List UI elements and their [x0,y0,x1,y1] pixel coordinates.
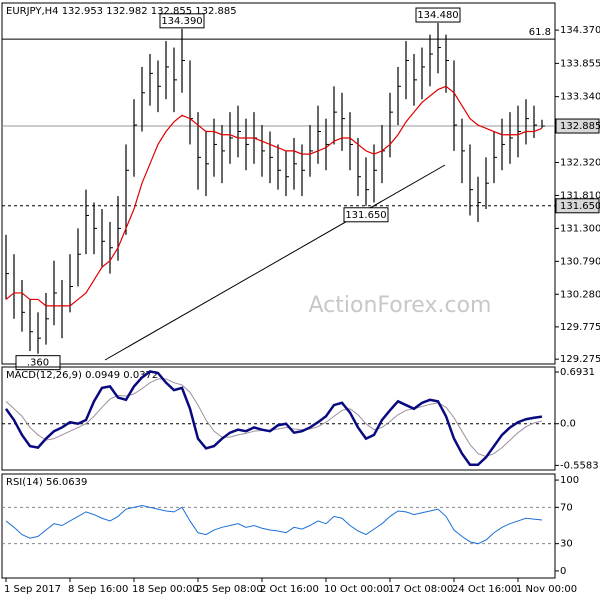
y-tick-label: 130.280 [560,289,600,300]
support-label: 131.650 [560,201,600,212]
indicator-line [5,505,543,545]
y-tick-label: 129.275 [560,354,600,365]
current-price-box [555,118,600,134]
panel-frame [1,2,556,365]
x-tick-label: 2 Oct 16:00 [260,584,319,595]
annotation-box [343,207,389,223]
y-tick-label: 70 [560,502,573,513]
y-tick-label: 131.810 [560,190,600,201]
y-tick-label: 131.300 [560,223,600,234]
y-tick-label: 30 [560,539,573,550]
annotation-label: 134.480 [417,10,458,21]
y-tick-label: 0.6931 [560,367,595,378]
support-box [555,198,600,214]
annotation-label: .360 [27,358,49,369]
y-tick-label: 0 [560,566,566,577]
y-tick-label: 0.0 [560,419,576,430]
y-tick-label: 133.855 [560,58,600,69]
y-tick-label: 100 [560,475,579,486]
annotation-box [415,7,461,23]
watermark: ActionForex.com [309,293,492,318]
indicator-line [4,370,543,467]
trend-line [104,164,446,361]
y-tick-label: 132.320 [560,158,600,169]
annotation-box [15,355,61,371]
x-tick-label: 10 Oct 00:00 [324,584,389,595]
panel-frame [1,366,556,471]
plot [2,23,555,354]
x-tick-label: 25 Sep 08:00 [196,584,263,595]
y-tick-label: -0.5583 [560,460,599,471]
annotation-box [159,13,205,29]
moving-average [5,85,543,307]
y-tick-label: 130.790 [560,256,600,267]
x-tick-label: 24 Oct 16:00 [452,584,517,595]
annotation-label: 131.650 [345,210,386,221]
panel-title: MACD(12,26,9) 0.0949 0.0372 [6,370,158,381]
x-tick-label: 1 Nov 00:00 [516,584,577,595]
current-price-label: 132.885 [560,121,600,132]
x-tick-label: 8 Sep 16:00 [68,584,128,595]
y-tick-label: 133.340 [560,92,600,103]
panel-title: EURJPY,H4 132.953 132.982 132.855 132.88… [6,6,237,17]
annotation-label: 134.390 [161,16,202,27]
y-tick-label: 134.370 [560,25,600,36]
panel-frame [1,473,556,579]
x-tick-label: 18 Sep 00:00 [132,584,199,595]
x-tick-label: 1 Sep 2017 [4,584,61,595]
fib-label: 61.8 [529,27,551,38]
y-tick-label: 129.775 [560,322,600,333]
x-tick-label: 17 Oct 08:00 [388,584,453,595]
panel-title: RSI(14) 56.0639 [6,477,87,488]
